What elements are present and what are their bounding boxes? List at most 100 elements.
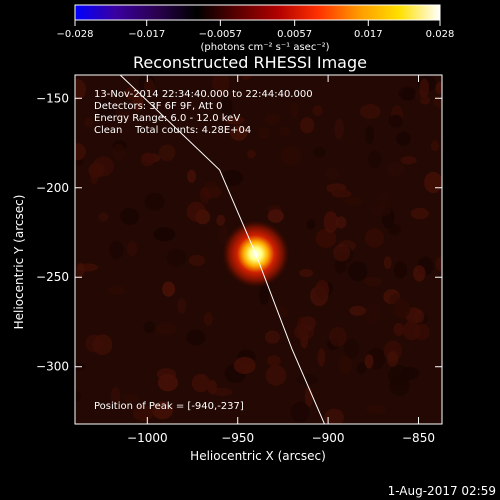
x-axis-label: Heliocentric X (arcsec) [190,449,326,463]
texture-blob [312,105,323,116]
y-tick-label: −200 [36,181,69,195]
texture-blob [387,351,399,367]
texture-blob [84,117,94,128]
texture-blob [306,219,316,230]
texture-blob [333,243,351,262]
texture-blob [364,354,374,369]
texture-blob [107,285,127,295]
texture-blob [203,312,213,326]
texture-blob [264,330,281,344]
x-tick-label: −950 [221,431,254,445]
texture-blob [92,334,113,356]
texture-blob [230,125,248,141]
texture-blob [144,192,165,211]
texture-blob [110,386,121,405]
texture-blob [233,357,256,374]
texture-blob [378,193,389,204]
texture-blob [338,355,353,375]
texture-blob [153,227,176,242]
texture-blob [123,393,139,403]
texture-blob [398,86,417,101]
texture-blob [98,98,113,120]
colorbar-tick-label: 0.017 [354,29,383,40]
texture-blob [344,338,360,359]
texture-blob [211,75,230,93]
texture-blob [315,280,330,300]
texture-blob [120,207,140,225]
texture-blob [203,180,218,190]
texture-blob [430,140,439,152]
texture-blob [140,152,155,167]
texture-blob [265,365,287,386]
texture-blob [366,404,387,414]
texture-blob [324,408,345,424]
texture-blob [383,256,392,270]
texture-blob [162,281,176,297]
texture-blob [363,276,383,287]
texture-blob [424,171,442,193]
texture-blob [386,162,405,177]
texture-blob [221,170,243,186]
texture-blob [335,216,347,229]
colorbar [74,4,441,21]
texture-blob [334,118,344,140]
texture-blob [368,150,382,169]
texture-blob [313,147,326,158]
plot-frame [74,74,443,425]
texture-blob [188,254,206,267]
texture-blob [403,320,421,341]
texture-blob [365,125,375,144]
texture-blob [241,75,251,80]
texture-blob [186,329,206,346]
texture-blob [158,144,176,162]
texture-blob [414,309,425,323]
texture-blob [400,156,417,165]
y-tick-label: −150 [36,91,69,105]
texture-blob [435,81,442,95]
colorbar-tick-label: 0.028 [426,29,455,40]
texture-blob [76,262,85,278]
texture-blob [315,228,337,248]
texture-blob [394,261,407,279]
x-tick-label: −900 [312,431,345,445]
texture-blob [299,117,315,134]
colorbar-tick-label: −0.017 [128,29,165,40]
texture-blob [435,256,442,272]
y-tick-label: −300 [36,360,69,374]
texture-blob [388,114,403,128]
texture-blob [90,165,99,185]
texture-blob [143,321,156,333]
axis-ticks: −1000 −950 −900 −850 −150 −200 −250 −300 [36,75,442,445]
texture-blob [364,302,381,325]
colorbar-tick-label: −0.0057 [199,29,242,40]
texture-blob [257,126,271,139]
texture-blob [290,401,310,423]
texture-blob [155,322,177,336]
texture-blob [213,387,233,397]
texture-blob [109,240,124,260]
texture-blob [329,326,347,347]
texture-blob [388,224,401,235]
texture-blob [126,241,138,257]
texture-blob [279,126,291,137]
texture-blob [349,305,366,316]
texture-blob [299,268,314,278]
texture-blob [419,78,430,99]
texture-blob [359,104,381,119]
colorbar-unit-label: (photons cm⁻² s⁻¹ asec⁻²) [200,42,329,53]
annotation-clean: Clean Total counts: 4.28E+04 [94,125,251,136]
texture-blob [331,189,352,198]
texture-blob [144,78,155,94]
colorbar-tick-label: 0.0057 [277,29,312,40]
texture-blob [152,401,174,420]
annotations: 13-Nov-2014 22:34:40.000 to 22:44:40.000… [94,89,313,412]
chart-title: Reconstructed RHESSI Image [133,53,367,72]
texture-blob [343,197,363,206]
texture-blob [191,373,210,393]
annotation-time-range: 13-Nov-2014 22:34:40.000 to 22:44:40.000 [94,89,313,100]
annotation-peak-position: Position of Peak = [-940,-237] [94,401,244,412]
annotation-detectors: Detectors: 3F 6F 9F, Att 0 [94,101,222,112]
texture-blob [296,374,318,385]
texture-blob [323,211,338,233]
texture-blob [75,143,86,161]
